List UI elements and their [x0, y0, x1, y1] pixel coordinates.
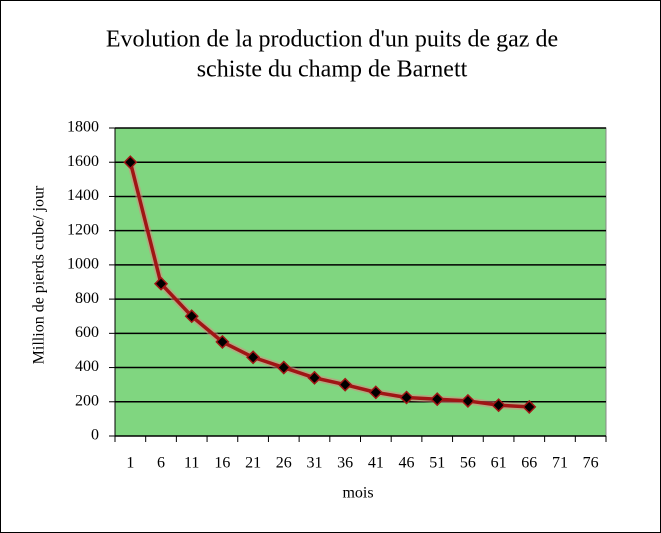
marker	[522, 399, 537, 414]
marker	[338, 377, 353, 392]
marker	[246, 350, 261, 365]
x-tick-label: 21	[245, 455, 261, 472]
y-tick-label: 600	[75, 324, 99, 341]
marker	[215, 334, 230, 349]
x-tick-label: 66	[521, 455, 537, 472]
y-tick-label: 1600	[67, 153, 99, 170]
marker	[430, 392, 445, 407]
x-tick-label: 36	[337, 455, 353, 472]
marker	[276, 360, 291, 375]
x-tick-label: 26	[276, 455, 292, 472]
x-tick-label: 46	[399, 455, 415, 472]
chart-title: Evolution de la production d'un puits de…	[106, 27, 558, 53]
x-tick-label: 71	[552, 455, 568, 472]
marker	[153, 276, 169, 291]
y-tick-label: 1800	[67, 119, 99, 136]
y-tick-label: 1200	[67, 221, 99, 238]
marker	[368, 385, 383, 400]
x-axis-label: mois	[342, 485, 373, 502]
x-tick-label: 41	[368, 455, 384, 472]
marker	[491, 398, 506, 413]
x-tick-label: 61	[491, 455, 507, 472]
x-tick-label: 76	[583, 455, 599, 472]
marker	[460, 393, 475, 408]
x-tick-label: 56	[460, 455, 476, 472]
x-tick-label: 16	[214, 455, 230, 472]
x-tick-label: 51	[429, 455, 445, 472]
y-tick-label: 200	[75, 392, 99, 409]
y-tick-label: 1000	[67, 256, 99, 273]
y-axis-label: Million de pierds cube/ jour	[31, 185, 48, 364]
x-tick-label: 31	[306, 455, 322, 472]
marker	[184, 309, 199, 324]
y-tick-label: 800	[75, 290, 99, 307]
marker	[123, 155, 138, 170]
y-tick-label: 1400	[67, 187, 99, 204]
marker	[307, 370, 322, 385]
y-tick-label: 400	[75, 358, 99, 375]
plot-area	[114, 127, 607, 437]
x-tick-label: 11	[184, 455, 199, 472]
x-tick-label: 6	[157, 455, 165, 472]
marker	[399, 390, 414, 405]
y-tick-label: 0	[91, 427, 99, 444]
x-tick-label: 1	[126, 455, 134, 472]
chart-title: schiste du champ de Barnett	[197, 57, 468, 83]
